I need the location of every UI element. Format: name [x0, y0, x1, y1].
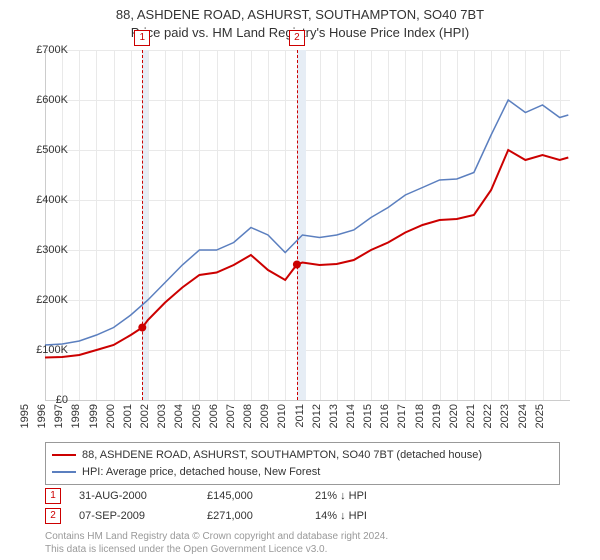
x-tick-label: 2018	[414, 404, 426, 434]
x-tick-label: 2021	[465, 404, 477, 434]
x-tick-label: 2004	[173, 404, 185, 434]
x-tick-label: 2015	[362, 404, 374, 434]
x-tick-label: 2008	[242, 404, 254, 434]
legend-label-hpi: HPI: Average price, detached house, New …	[82, 464, 320, 481]
sale-dot	[138, 324, 146, 332]
legend-swatch-price	[52, 454, 76, 456]
chart-container: 88, ASHDENE ROAD, ASHURST, SOUTHAMPTON, …	[0, 0, 600, 560]
chart-lines	[45, 50, 570, 400]
x-tick-label: 2011	[294, 404, 306, 434]
x-tick-label: 2005	[191, 404, 203, 434]
x-tick-label: 2002	[139, 404, 151, 434]
y-tick-label: £300K	[12, 244, 68, 256]
title-line-1: 88, ASHDENE ROAD, ASHURST, SOUTHAMPTON, …	[0, 6, 600, 24]
event-date-1: 31-AUG-2000	[79, 490, 189, 502]
footnote-line-2: This data is licensed under the Open Gov…	[45, 543, 388, 556]
event-pct-2: 14% ↓ HPI	[315, 510, 375, 522]
series-line-hpi	[45, 100, 568, 345]
sale-marker: 1	[134, 30, 150, 46]
x-tick-label: 2009	[259, 404, 271, 434]
y-tick-label: £600K	[12, 94, 68, 106]
x-tick-label: 2017	[396, 404, 408, 434]
sale-dot	[293, 261, 301, 269]
event-price-2: £271,000	[207, 510, 297, 522]
x-tick-label: 2014	[345, 404, 357, 434]
legend-label-price: 88, ASHDENE ROAD, ASHURST, SOUTHAMPTON, …	[82, 447, 482, 464]
legend-row-price: 88, ASHDENE ROAD, ASHURST, SOUTHAMPTON, …	[52, 447, 553, 464]
x-tick-label: 2022	[482, 404, 494, 434]
series-line-price_paid	[45, 150, 568, 358]
x-tick-label: 1997	[53, 404, 65, 434]
event-date-2: 07-SEP-2009	[79, 510, 189, 522]
y-tick-label: £500K	[12, 144, 68, 156]
legend-row-hpi: HPI: Average price, detached house, New …	[52, 464, 553, 481]
x-tick-label: 1995	[19, 404, 31, 434]
x-tick-label: 2025	[534, 404, 546, 434]
legend-swatch-hpi	[52, 471, 76, 473]
x-tick-label: 2019	[431, 404, 443, 434]
x-tick-label: 2023	[499, 404, 511, 434]
x-tick-label: 2003	[156, 404, 168, 434]
sale-events: 1 31-AUG-2000 £145,000 21% ↓ HPI 2 07-SE…	[45, 486, 545, 526]
event-row: 1 31-AUG-2000 £145,000 21% ↓ HPI	[45, 486, 545, 506]
x-tick-label: 2006	[208, 404, 220, 434]
y-tick-label: £700K	[12, 44, 68, 56]
x-tick-label: 1996	[36, 404, 48, 434]
footnote-line-1: Contains HM Land Registry data © Crown c…	[45, 530, 388, 543]
y-tick-label: £100K	[12, 344, 68, 356]
event-pct-1: 21% ↓ HPI	[315, 490, 375, 502]
x-tick-label: 2013	[328, 404, 340, 434]
sale-marker: 2	[289, 30, 305, 46]
x-tick-label: 1998	[70, 404, 82, 434]
event-marker-1: 1	[45, 488, 61, 504]
footnote: Contains HM Land Registry data © Crown c…	[45, 530, 388, 556]
x-tick-label: 2001	[122, 404, 134, 434]
event-price-1: £145,000	[207, 490, 297, 502]
x-tick-label: 2024	[517, 404, 529, 434]
event-row: 2 07-SEP-2009 £271,000 14% ↓ HPI	[45, 506, 545, 526]
x-tick-label: 1999	[88, 404, 100, 434]
x-tick-label: 2012	[311, 404, 323, 434]
x-tick-label: 2010	[276, 404, 288, 434]
event-marker-2: 2	[45, 508, 61, 524]
x-tick-label: 2007	[225, 404, 237, 434]
y-tick-label: £200K	[12, 294, 68, 306]
x-tick-label: 2020	[448, 404, 460, 434]
x-tick-label: 2000	[105, 404, 117, 434]
y-tick-label: £400K	[12, 194, 68, 206]
plot-area: 12	[45, 50, 570, 400]
x-tick-label: 2016	[379, 404, 391, 434]
legend: 88, ASHDENE ROAD, ASHURST, SOUTHAMPTON, …	[45, 442, 560, 485]
